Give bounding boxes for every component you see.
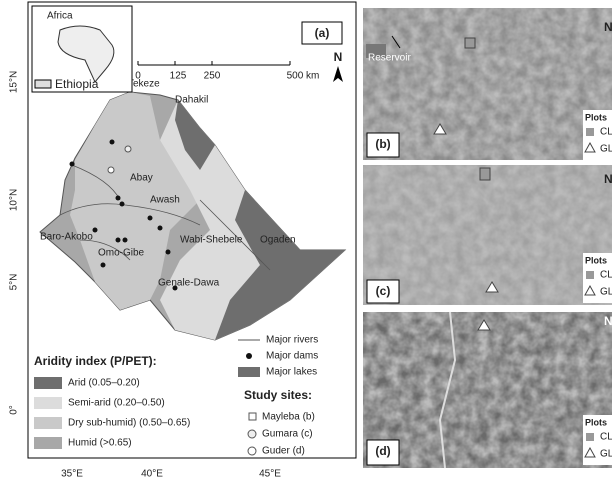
gumara-site (125, 146, 131, 152)
texture (363, 312, 612, 468)
annotation: Reservoir (368, 53, 411, 64)
feature-legend: Major dams (266, 351, 318, 362)
feature-legend: Major lakes (266, 367, 317, 378)
aridity-class: Semi-arid (0.20–0.50) (68, 398, 165, 409)
north-label: N (604, 20, 612, 34)
legend-label: CL (600, 432, 612, 443)
legend-title: Plots (585, 112, 607, 122)
north-label: N (334, 50, 343, 64)
legend-label: CL (600, 127, 612, 138)
lon-label: 35°E (61, 469, 83, 480)
site-symbol (248, 430, 256, 438)
plot-marker (480, 168, 490, 180)
lat-label: 0° (9, 405, 20, 415)
panel-c: (c) N Plots CL GL (363, 165, 612, 305)
basin-label: Ogaden (260, 235, 296, 246)
scale-label: 500 km (287, 71, 320, 82)
basin-label: Dahakil (175, 95, 208, 106)
lat-label: 10°N (9, 189, 20, 211)
site-label: Gumara (c) (262, 429, 313, 440)
site-label: Guder (d) (262, 446, 305, 457)
site-symbol (249, 413, 256, 420)
basin-label: Omo-Gibe (98, 248, 145, 259)
texture (363, 165, 612, 305)
panel-label: (b) (375, 137, 390, 151)
legend-label: GL (600, 287, 612, 298)
basin-label: Wabi-Shebele (180, 235, 243, 246)
cl-swatch (586, 433, 594, 441)
basin-label: Tekeze (128, 79, 160, 90)
panel-a: Tekeze Dahakil Abay Awash Baro-Akobo Wab… (9, 2, 356, 480)
sites-title: Study sites: (244, 388, 312, 402)
ethiopia-swatch (35, 80, 51, 88)
plot-marker (465, 38, 475, 48)
inset-legend: Ethiopia (55, 77, 99, 91)
lon-label: 45°E (259, 469, 281, 480)
figure: Tekeze Dahakil Abay Awash Baro-Akobo Wab… (0, 0, 612, 483)
cl-swatch (586, 271, 594, 279)
panel-b: Reservoir (b) N Plots CL GL (363, 8, 612, 160)
texture (363, 8, 612, 160)
guder-site (108, 167, 114, 173)
panel-label: (d) (375, 444, 390, 458)
panel-label: (c) (376, 284, 391, 298)
panel-d: (d) N Plots CL GL (363, 312, 612, 468)
site-label: Mayleba (b) (262, 412, 315, 423)
cl-swatch (586, 128, 594, 136)
dams-swatch (246, 353, 252, 359)
lat-label: 15°N (9, 71, 20, 93)
legend-label: GL (600, 144, 612, 155)
legend-title: Plots (585, 417, 607, 427)
north-label: N (604, 314, 612, 328)
inset-title: Africa (47, 11, 73, 22)
lat-label: 5°N (9, 274, 20, 291)
dry-swatch (34, 417, 62, 429)
feature-legend: Major rivers (266, 335, 318, 346)
scale-label: 250 (204, 71, 221, 82)
basin-label: Baro-Akobo (40, 232, 93, 243)
aridity-title: Aridity index (P/PET): (34, 354, 157, 368)
humid-swatch (34, 437, 62, 449)
lakes-swatch (238, 367, 260, 377)
basin-label: Abay (130, 173, 153, 184)
legend-label: CL (600, 270, 612, 281)
site-symbol (248, 447, 256, 455)
north-label: N (604, 172, 612, 186)
panel-label: (a) (315, 26, 330, 40)
aridity-class: Humid (>0.65) (68, 438, 132, 449)
aridity-class: Dry sub-humid) (0.50–0.65) (68, 418, 190, 429)
basin-label: Awash (150, 195, 180, 206)
scale-label: 125 (170, 71, 187, 82)
aridity-class: Arid (0.05–0.20) (68, 378, 140, 389)
scale-label: 0 (135, 71, 141, 82)
legend-title: Plots (585, 255, 607, 265)
lon-label: 40°E (141, 469, 163, 480)
semiarid-swatch (34, 397, 62, 409)
basin-label: Genale-Dawa (158, 278, 220, 289)
arid-swatch (34, 377, 62, 389)
legend-label: GL (600, 449, 612, 460)
